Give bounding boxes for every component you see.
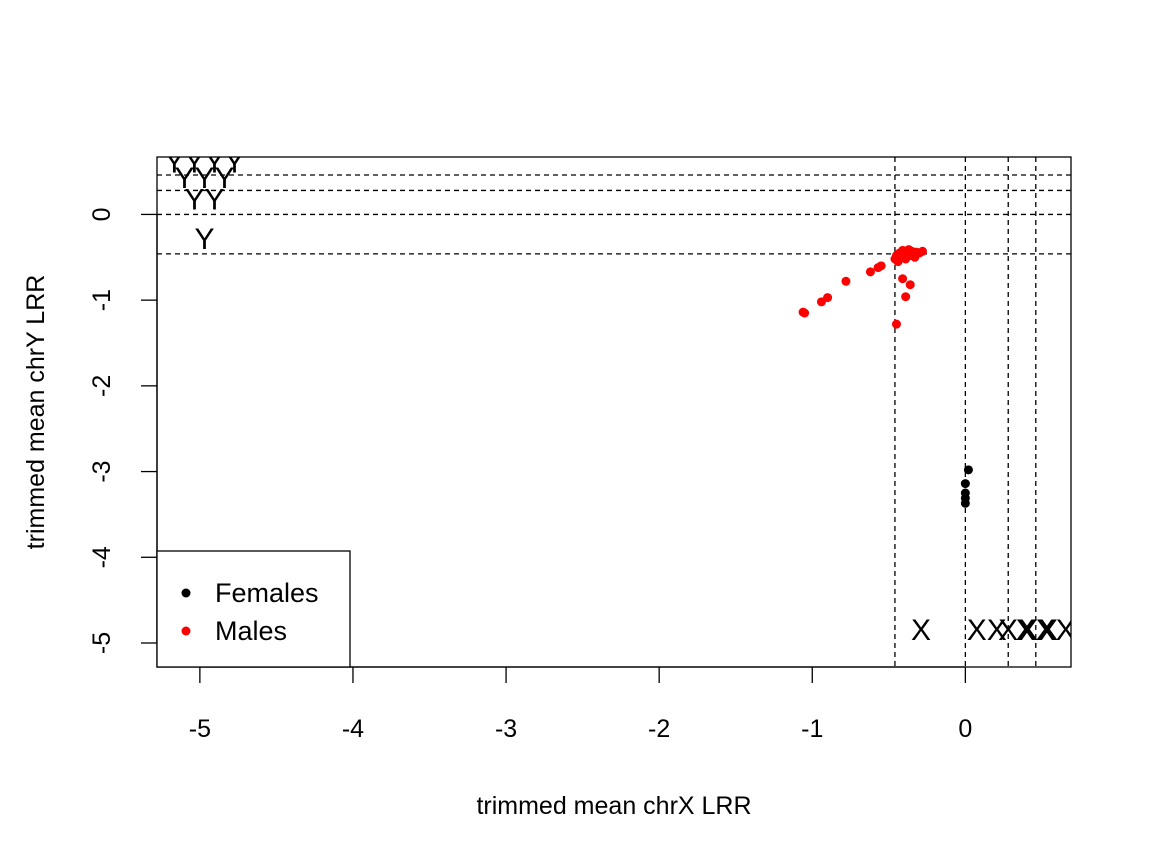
- annotation-label-7: YYYY: [164, 147, 244, 180]
- point-males-4: [841, 276, 851, 286]
- legend: Females Males: [156, 550, 351, 668]
- point-males-3: [823, 293, 833, 303]
- legend-box: [156, 550, 351, 668]
- point-males-5: [865, 267, 875, 277]
- y-axis: -5 -4 -3 -2 -1 0: [88, 207, 158, 654]
- x-tick-label-4: -1: [801, 715, 823, 743]
- annotation-label-1: XX: [967, 614, 1007, 647]
- y-tick-label-3: -2: [88, 375, 116, 397]
- x-tick-label-3: -2: [648, 715, 670, 743]
- point-males-24: [917, 246, 927, 256]
- y-tick-label-1: -4: [88, 546, 116, 568]
- x-axis-label: trimmed mean chrX LRR: [476, 792, 751, 820]
- point-males-26: [901, 292, 911, 302]
- x-tick-label-5: 0: [958, 715, 972, 743]
- annotation-label-6: YYY: [174, 162, 234, 195]
- legend-label-males: Males: [215, 616, 287, 646]
- y-tick-label-2: -3: [88, 460, 116, 482]
- reference-lines: [157, 157, 1071, 667]
- y-axis-label: trimmed mean chrY LRR: [22, 275, 50, 550]
- y-tick-label-4: -1: [88, 289, 116, 311]
- point-males-28: [891, 319, 901, 329]
- legend-marker-males: [181, 626, 191, 636]
- x-tick-label-0: -5: [189, 715, 211, 743]
- legend-label-females: Females: [215, 578, 319, 608]
- point-females-4: [960, 498, 970, 508]
- legend-marker-females: [181, 588, 191, 598]
- annotation-label-5: YY: [184, 183, 224, 216]
- point-males-1: [800, 308, 810, 318]
- annotation-label-3: XXXX: [1016, 614, 1096, 647]
- x-axis: -5 -4 -3 -2 -1 0: [189, 666, 972, 743]
- x-tick-label-2: -3: [495, 715, 517, 743]
- point-females-0: [963, 465, 973, 475]
- y-tick-label-0: -5: [88, 632, 116, 654]
- annotation-label-4: Y: [194, 223, 214, 256]
- point-females-1: [960, 479, 970, 489]
- annotation-label-0: X: [911, 614, 931, 647]
- data-points: [798, 245, 973, 508]
- point-males-25: [898, 274, 908, 284]
- point-males-27: [905, 280, 915, 290]
- y-tick-label-5: 0: [88, 207, 116, 221]
- point-males-7: [876, 261, 886, 271]
- x-tick-label-1: -4: [342, 715, 364, 743]
- annotation-label-2: XXX: [998, 614, 1058, 647]
